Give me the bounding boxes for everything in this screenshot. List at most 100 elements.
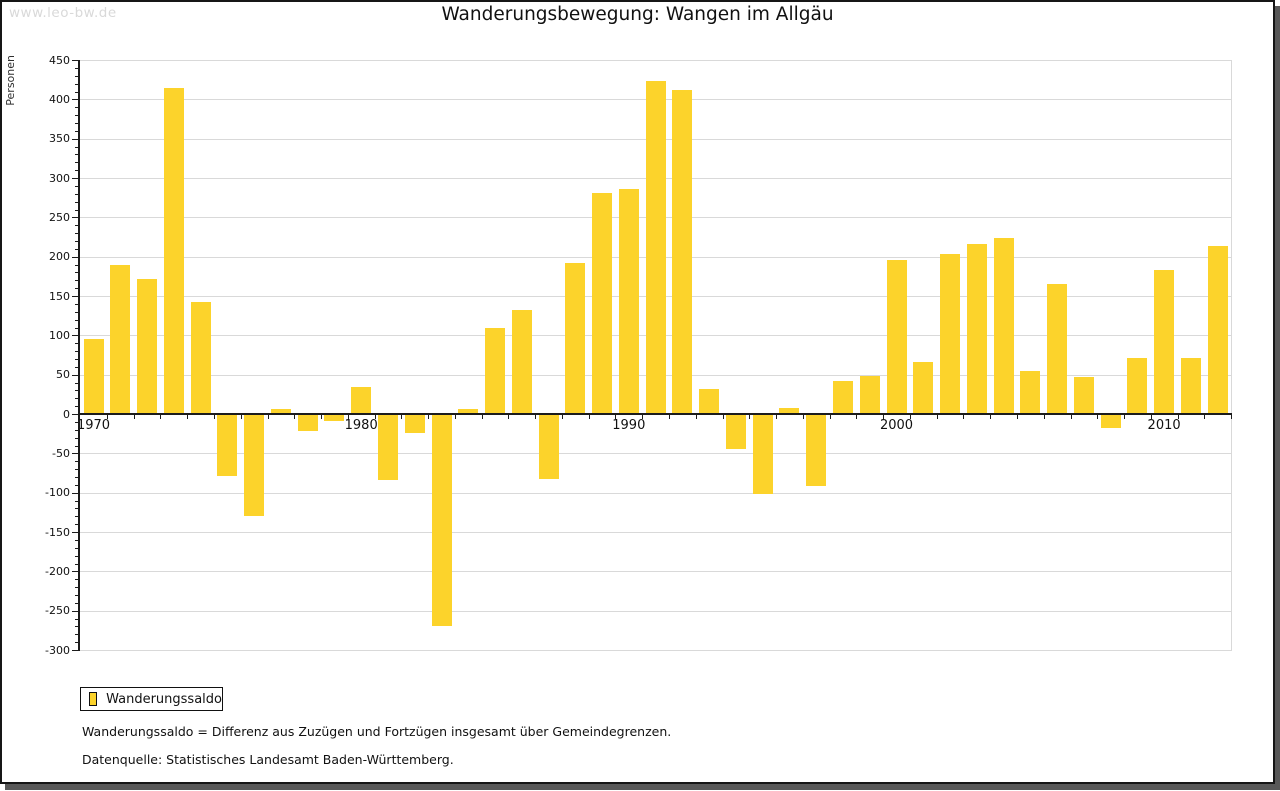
y-axis-tick — [75, 170, 78, 172]
y-axis-tick — [75, 122, 78, 124]
y-axis-tick — [75, 248, 78, 250]
y-axis-tick — [75, 264, 78, 266]
bar-1974 — [190, 301, 211, 414]
y-axis-tick — [75, 524, 78, 526]
y-axis-tick — [75, 240, 78, 242]
x-axis-tick — [1070, 415, 1072, 419]
bar-2011 — [1180, 358, 1201, 414]
footnote-definition: Wanderungssaldo = Differenz aus Zuzügen … — [82, 724, 672, 739]
x-axis-zero-line — [80, 413, 1232, 415]
gridline-y--100 — [80, 492, 1232, 494]
y-axis-tick — [75, 75, 78, 77]
y-axis-tick — [75, 366, 78, 368]
x-axis-tick — [1043, 415, 1045, 419]
y-tick-label: 200 — [49, 250, 70, 264]
bar-1976 — [244, 414, 265, 516]
y-axis-tick — [75, 130, 78, 132]
y-axis-tick — [72, 335, 78, 337]
y-tick-label: 250 — [49, 210, 70, 224]
y-axis-tick — [75, 319, 78, 321]
y-axis-tick — [75, 311, 78, 313]
bar-1973 — [163, 87, 184, 414]
y-tick-label: 100 — [49, 328, 70, 342]
y-axis-tick — [75, 539, 78, 541]
y-axis-tick — [75, 209, 78, 211]
bar-1971 — [110, 264, 131, 414]
y-axis-tick — [75, 303, 78, 305]
y-axis-tick — [75, 288, 78, 290]
bar-1970 — [83, 339, 104, 414]
x-axis-tick — [615, 415, 617, 419]
y-axis-tick — [75, 634, 78, 636]
x-axis-tick — [213, 415, 215, 419]
y-tick-label: -250 — [45, 604, 70, 618]
chart-title: Wanderungsbewegung: Wangen im Allgäu — [441, 4, 834, 25]
x-axis-tick — [187, 415, 189, 419]
y-axis-tick — [72, 60, 78, 61]
x-axis-tick — [1231, 415, 1233, 419]
plot-right-border — [1231, 60, 1232, 650]
bar-1978 — [297, 414, 318, 431]
bar-1980 — [351, 387, 372, 414]
y-axis-tick — [75, 469, 78, 471]
y-axis-tick — [75, 547, 78, 549]
y-axis-tick — [75, 107, 78, 109]
y-axis-tick — [72, 571, 78, 573]
x-axis-tick — [669, 415, 670, 419]
y-axis-tick — [75, 555, 78, 557]
y-axis-tick — [72, 138, 78, 140]
gridline-y--50 — [80, 453, 1232, 455]
y-axis-tick — [75, 343, 78, 345]
legend-box: Wanderungssaldo — [80, 687, 223, 711]
y-axis-tick — [72, 374, 78, 376]
x-axis-tick — [883, 415, 885, 419]
x-axis-tick — [133, 415, 135, 419]
y-axis-title: Personen — [4, 55, 17, 106]
y-tick-label: 450 — [49, 53, 70, 67]
y-axis-tick — [72, 99, 78, 101]
bar-2006 — [1047, 284, 1068, 414]
y-axis-tick — [72, 492, 78, 494]
x-axis-tick — [347, 415, 349, 419]
bar-2009 — [1127, 358, 1148, 414]
y-tick-label: 0 — [63, 407, 70, 421]
bar-1996 — [779, 407, 800, 414]
x-axis-tick — [267, 415, 269, 419]
y-axis-tick — [72, 296, 78, 297]
y-axis-tick — [75, 154, 78, 156]
y-tick-label: 350 — [49, 132, 70, 146]
y-tick-label: -300 — [45, 643, 70, 657]
x-axis-tick — [909, 415, 911, 419]
gridline-y--150 — [80, 532, 1232, 533]
x-axis-tick — [749, 415, 751, 419]
y-axis-tick — [72, 532, 78, 533]
gridline-y--250 — [80, 610, 1232, 612]
bar-2000 — [886, 259, 907, 414]
y-axis-tick — [75, 115, 78, 117]
y-tick-label: 50 — [56, 368, 70, 382]
y-axis-tick — [75, 358, 78, 360]
gridline-y--200 — [80, 571, 1232, 573]
bar-1992 — [672, 89, 693, 414]
x-axis-tick — [1124, 415, 1125, 419]
bar-1983 — [431, 414, 452, 627]
y-axis-tick — [75, 421, 78, 423]
bar-1972 — [137, 278, 157, 414]
y-axis-tick — [72, 217, 78, 219]
bar-1984 — [458, 409, 479, 414]
y-axis-tick — [75, 587, 78, 589]
x-axis-label-1980: 1980 — [344, 418, 378, 433]
x-axis-tick — [776, 415, 777, 419]
bar-1994 — [725, 414, 746, 449]
y-axis-tick — [72, 650, 78, 651]
bar-1982 — [404, 414, 425, 433]
y-axis-tick — [75, 461, 78, 463]
y-axis-tick — [72, 178, 78, 179]
y-axis-tick — [72, 610, 78, 612]
x-axis-tick — [106, 415, 108, 419]
gridline-y--300 — [80, 650, 1232, 651]
x-axis-tick — [535, 415, 537, 419]
y-tick-label: -150 — [45, 525, 70, 539]
x-axis-tick — [829, 415, 831, 419]
y-axis-tick — [75, 233, 78, 235]
